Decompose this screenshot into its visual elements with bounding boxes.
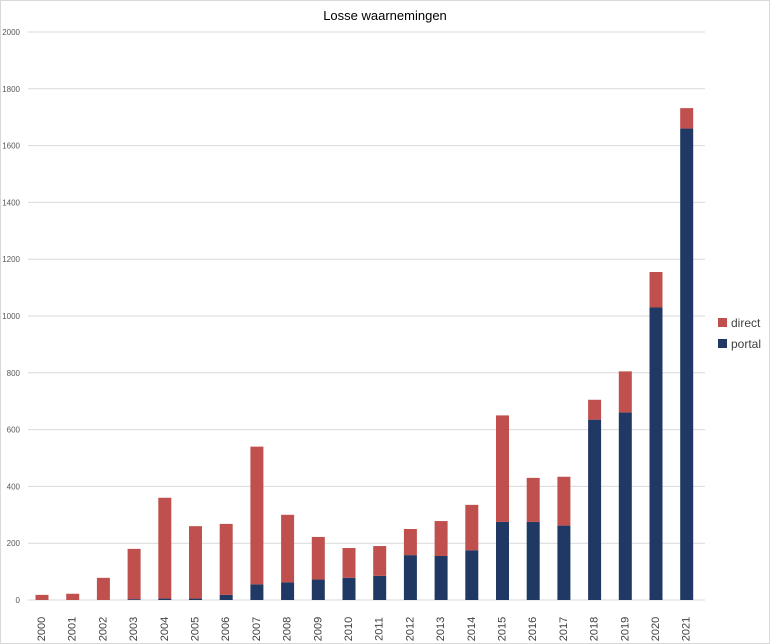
x-tick-label: 2000	[36, 617, 48, 641]
y-tick-label: 1400	[2, 198, 20, 207]
bar-portal-2007	[250, 584, 264, 600]
bar-direct-2013	[434, 521, 448, 556]
bar-portal-2010	[342, 577, 356, 600]
x-tick-label: 2014	[466, 617, 478, 641]
bar-direct-2017	[557, 476, 571, 526]
bar-portal-2011	[373, 575, 387, 600]
legend-label-portal: portal	[731, 337, 761, 351]
chart-title: Losse waarnemingen	[323, 8, 447, 23]
bar-direct-2000	[35, 594, 49, 600]
x-tick-label: 2006	[220, 617, 232, 641]
bar-direct-2002	[96, 577, 110, 600]
x-tick-label: 2004	[159, 617, 171, 641]
bar-direct-2011	[373, 546, 387, 576]
x-tick-label: 2002	[97, 617, 109, 641]
y-tick-label: 400	[7, 482, 21, 491]
bar-direct-2004	[158, 497, 172, 599]
bar-direct-2012	[403, 529, 417, 556]
x-tick-label: 2020	[650, 617, 662, 641]
x-tick-label: 2010	[343, 617, 355, 641]
bar-direct-2008	[281, 514, 295, 583]
legend-swatch-portal	[718, 339, 727, 348]
y-tick-label: 0	[16, 596, 21, 605]
bar-direct-2014	[465, 504, 479, 551]
x-tick-label: 2007	[251, 617, 263, 641]
bar-direct-2009	[311, 536, 325, 580]
y-tick-label: 1800	[2, 85, 20, 94]
bar-portal-2015	[496, 521, 509, 600]
x-tick-label: 2019	[619, 617, 631, 641]
bar-portal-2012	[403, 555, 417, 600]
bar-portal-2014	[465, 550, 479, 600]
x-tick-label: 2009	[312, 617, 324, 641]
y-tick-label: 200	[7, 539, 21, 548]
x-tick-label: 2005	[190, 617, 202, 641]
bar-direct-2010	[342, 548, 356, 578]
x-tick-label: 2021	[681, 617, 693, 641]
bar-direct-2007	[250, 446, 264, 585]
x-tick-label: 2001	[67, 617, 79, 641]
bar-portal-2019	[618, 412, 632, 600]
y-tick-label: 800	[7, 369, 21, 378]
x-tick-label: 2018	[589, 617, 601, 641]
bar-direct-2001	[66, 593, 80, 600]
bar-direct-2003	[127, 548, 141, 600]
bars	[35, 108, 694, 600]
bar-direct-2016	[526, 477, 540, 522]
bar-portal-2004	[158, 598, 172, 600]
x-tick-label: 2003	[128, 617, 140, 641]
bar-portal-2008	[281, 582, 295, 600]
bar-portal-2005	[189, 598, 202, 600]
bar-direct-2021	[680, 108, 694, 129]
bar-direct-2019	[618, 371, 632, 413]
x-tick-label: 2016	[527, 617, 539, 641]
bar-portal-2017	[557, 525, 571, 600]
x-tick-label: 2015	[497, 617, 509, 641]
y-tick-label: 1000	[2, 312, 20, 321]
x-tick-label: 2017	[558, 617, 570, 641]
legend-swatch-direct	[718, 318, 727, 327]
x-axis-ticks: 2000 2001 2002 2003 2004 2005 2006 2007 2008 2009…	[36, 617, 693, 641]
bar-portal-2013	[434, 555, 448, 600]
bar-direct-2005	[189, 526, 202, 599]
bar-portal-2006	[219, 594, 233, 600]
bar-portal-2021	[680, 128, 694, 600]
bar-direct-2006	[219, 523, 233, 595]
gridlines	[28, 31, 705, 601]
legend: direct portal	[718, 316, 761, 351]
bar-portal-2009	[311, 579, 325, 600]
x-tick-label: 2011	[374, 617, 386, 641]
bar-direct-2020	[649, 271, 663, 308]
y-tick-label: 1600	[2, 142, 20, 151]
y-tick-label: 1200	[2, 255, 20, 264]
bar-portal-2003	[127, 599, 141, 600]
y-axis-ticks: 0 200 400 600 800 1000 1200 1400 1600 1800 2000	[2, 28, 20, 605]
x-tick-label: 2012	[404, 617, 416, 641]
bar-portal-2020	[649, 307, 663, 600]
bar-portal-2016	[526, 521, 540, 600]
x-tick-label: 2008	[282, 617, 294, 641]
bar-direct-2018	[588, 399, 602, 420]
y-tick-label: 2000	[2, 28, 20, 37]
y-tick-label: 600	[7, 426, 21, 435]
bar-direct-2015	[496, 415, 509, 522]
x-tick-label: 2013	[435, 617, 447, 641]
legend-label-direct: direct	[731, 316, 761, 330]
bar-portal-2018	[588, 419, 602, 600]
